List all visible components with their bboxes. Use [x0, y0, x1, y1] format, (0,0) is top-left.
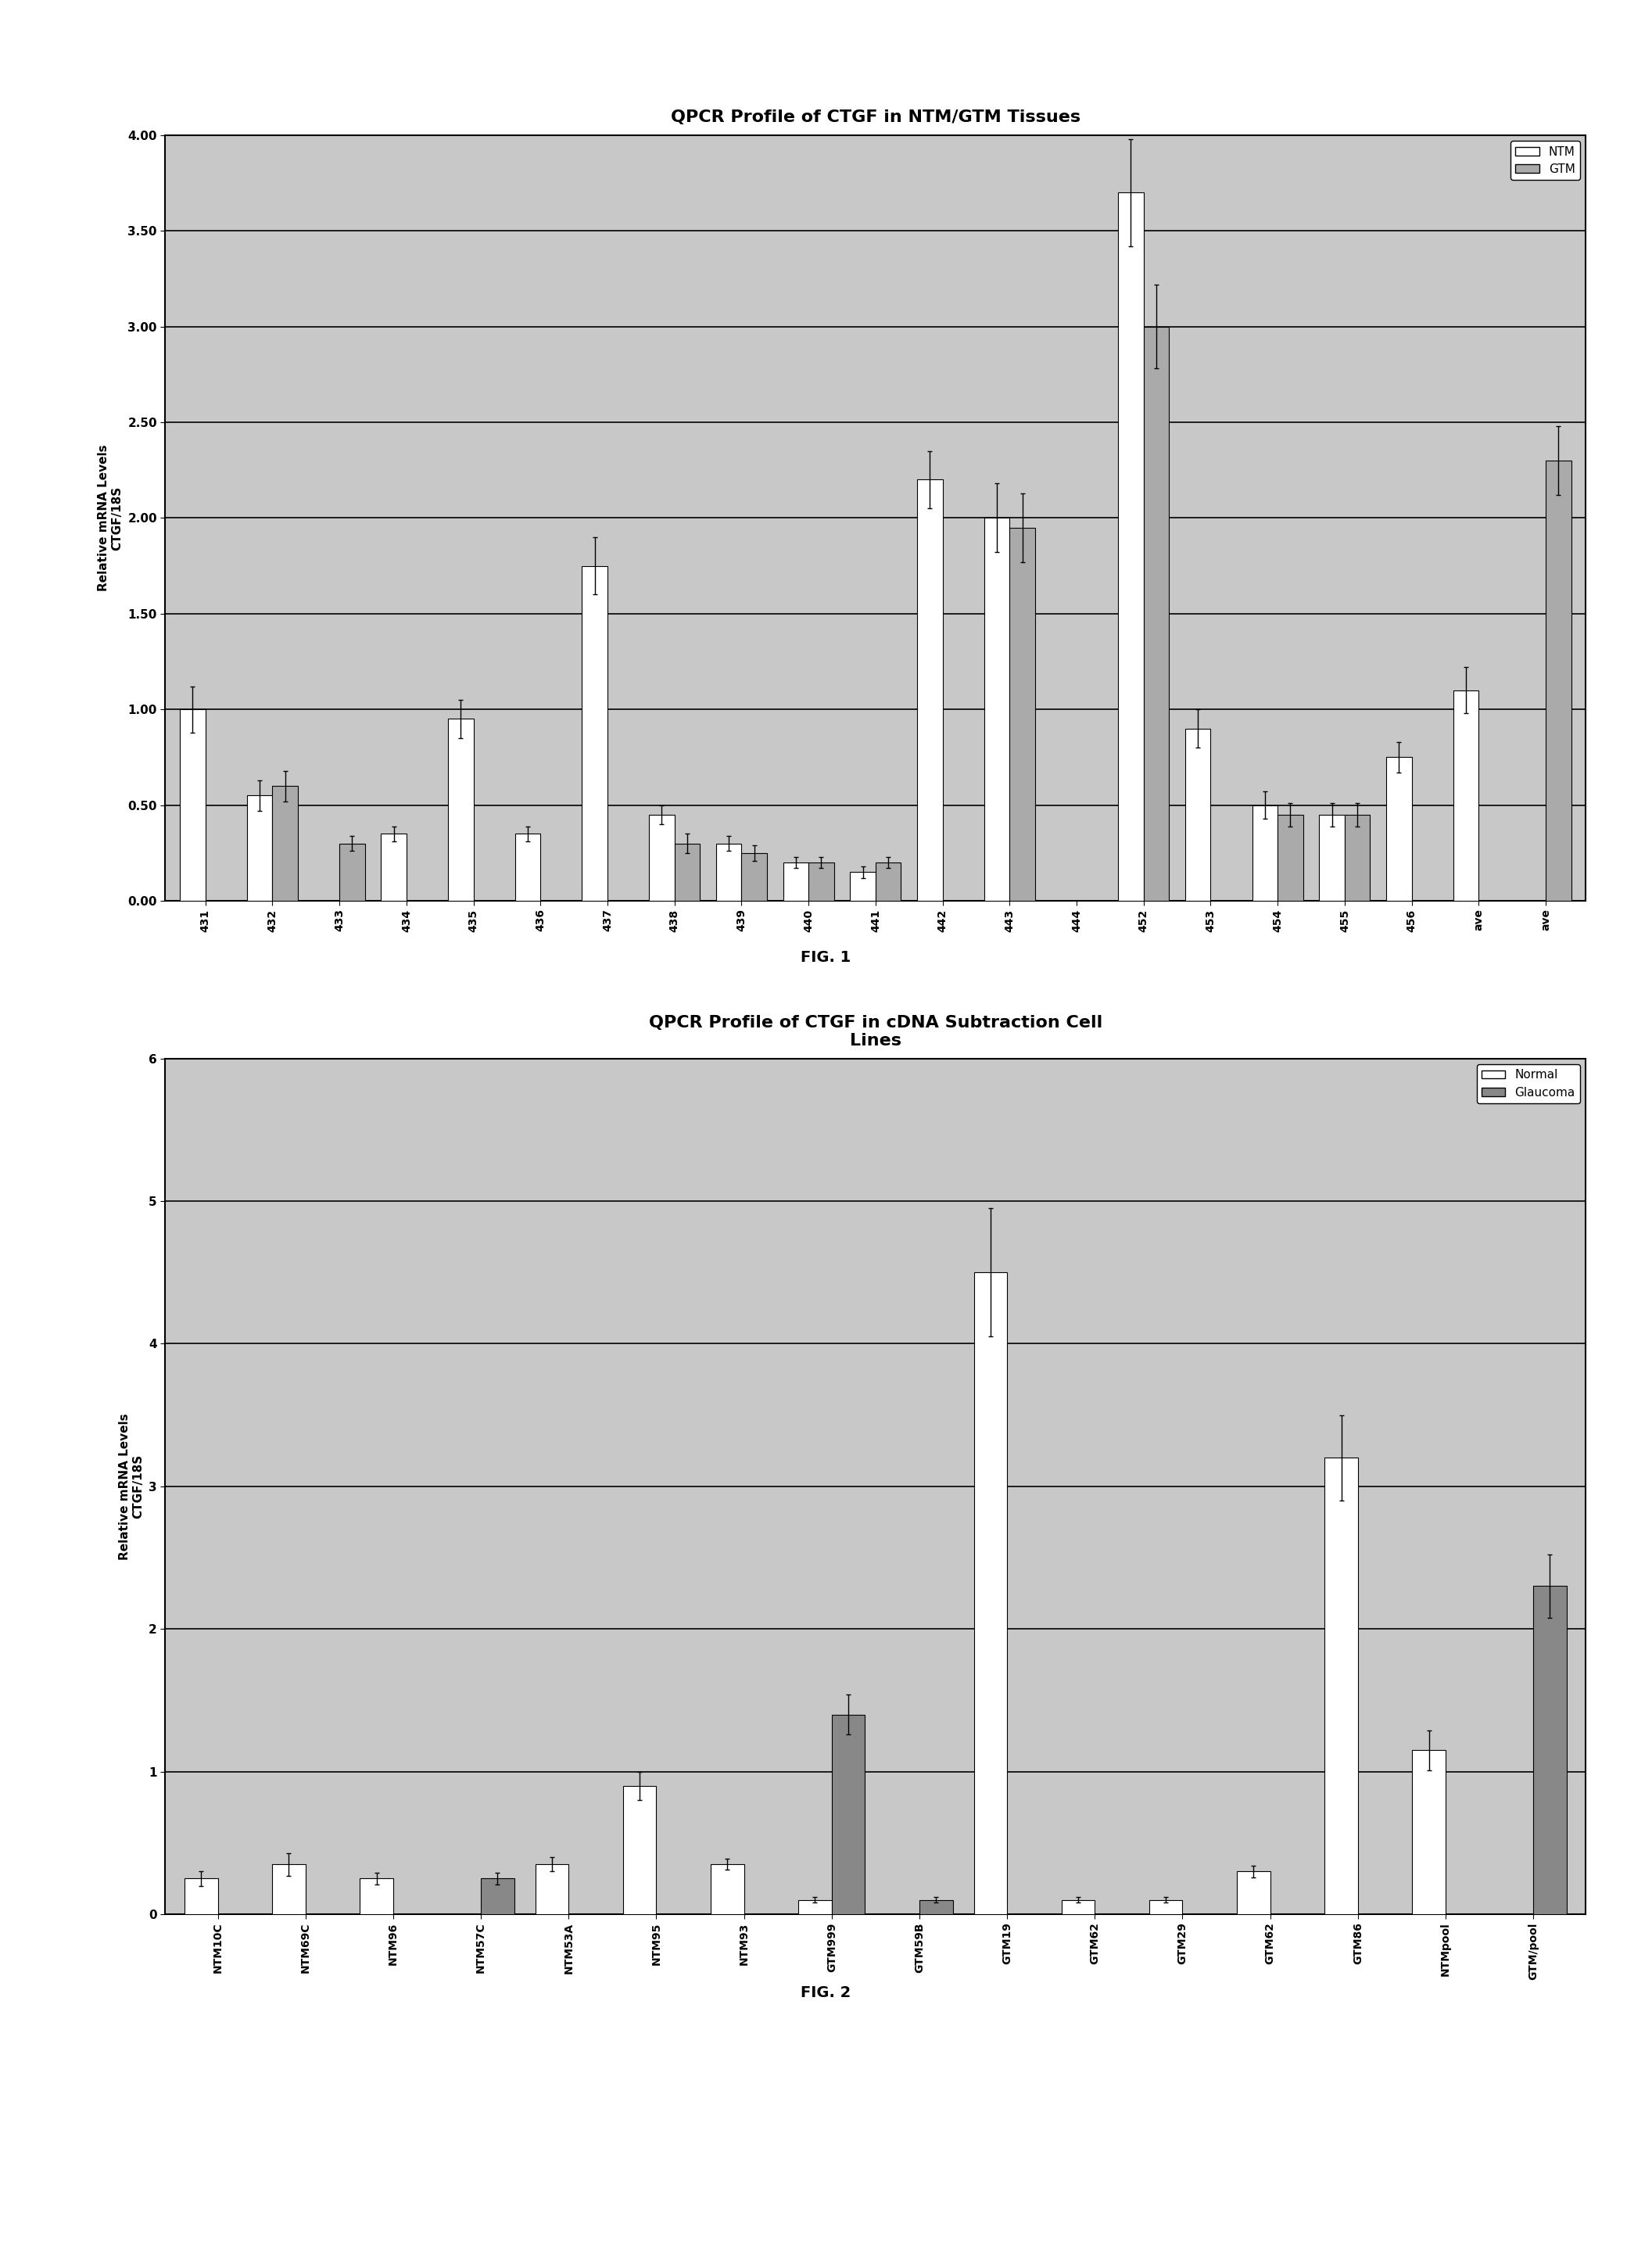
- Bar: [1412, 1750, 1446, 1914]
- Bar: [1325, 1457, 1358, 1914]
- Title: QPCR Profile of CTGF in NTM/GTM Tissues: QPCR Profile of CTGF in NTM/GTM Tissues: [671, 110, 1080, 126]
- Bar: [1143, 327, 1170, 901]
- Bar: [1533, 1585, 1566, 1914]
- Bar: [1320, 815, 1345, 901]
- Bar: [742, 854, 767, 901]
- Bar: [1150, 1901, 1183, 1914]
- Bar: [1009, 527, 1036, 901]
- Bar: [851, 872, 876, 901]
- Bar: [360, 1878, 393, 1914]
- Bar: [1237, 1871, 1270, 1914]
- Bar: [1345, 815, 1370, 901]
- Bar: [1118, 194, 1143, 901]
- Bar: [808, 863, 834, 901]
- Bar: [273, 1865, 306, 1914]
- Bar: [917, 480, 943, 901]
- Bar: [715, 842, 742, 901]
- Bar: [876, 863, 900, 901]
- Bar: [985, 518, 1009, 901]
- Bar: [339, 842, 365, 901]
- Bar: [582, 565, 608, 901]
- Bar: [1454, 689, 1479, 901]
- Y-axis label: Relative mRNA Levels
CTGF/18S: Relative mRNA Levels CTGF/18S: [97, 444, 124, 592]
- Bar: [1062, 1901, 1095, 1914]
- Text: FIG. 2: FIG. 2: [801, 1986, 851, 2000]
- Bar: [273, 786, 297, 901]
- Bar: [623, 1786, 656, 1914]
- Legend: Normal, Glaucoma: Normal, Glaucoma: [1477, 1065, 1579, 1103]
- Bar: [382, 833, 406, 901]
- Bar: [674, 842, 700, 901]
- Y-axis label: Relative mRNA Levels
CTGF/18S: Relative mRNA Levels CTGF/18S: [119, 1412, 144, 1561]
- Bar: [710, 1865, 743, 1914]
- Bar: [185, 1878, 218, 1914]
- Bar: [535, 1865, 568, 1914]
- Bar: [1546, 462, 1571, 901]
- Bar: [798, 1901, 831, 1914]
- Bar: [1386, 757, 1412, 901]
- Bar: [180, 709, 205, 901]
- Title: QPCR Profile of CTGF in cDNA Subtraction Cell
Lines: QPCR Profile of CTGF in cDNA Subtraction…: [649, 1016, 1102, 1049]
- Bar: [1252, 804, 1277, 901]
- Bar: [831, 1714, 866, 1914]
- Legend: NTM, GTM: NTM, GTM: [1510, 142, 1579, 180]
- Bar: [973, 1272, 1008, 1914]
- Bar: [649, 815, 674, 901]
- Bar: [783, 863, 808, 901]
- Bar: [1184, 730, 1211, 901]
- Bar: [1277, 815, 1303, 901]
- Bar: [448, 718, 474, 901]
- Bar: [920, 1901, 953, 1914]
- Bar: [246, 795, 273, 901]
- Bar: [515, 833, 540, 901]
- Text: FIG. 1: FIG. 1: [801, 950, 851, 964]
- Bar: [481, 1878, 514, 1914]
